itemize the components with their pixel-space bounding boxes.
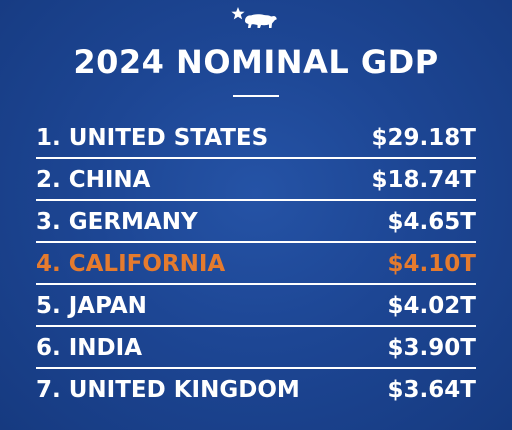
gdp-value: $4.02T [387, 293, 476, 319]
table-row: 3. GERMANY $4.65T [36, 201, 476, 243]
star-icon [231, 7, 245, 20]
gdp-value: $3.64T [387, 377, 476, 403]
country-label: 4. CALIFORNIA [36, 251, 226, 277]
country-label: 7. UNITED KINGDOM [36, 377, 300, 403]
gdp-value: $18.74T [371, 167, 476, 193]
gdp-value: $29.18T [371, 125, 476, 151]
gdp-ranking-table: 1. UNITED STATES $29.18T 2. CHINA $18.74T 3.… [36, 117, 476, 411]
table-row: 5. JAPAN $4.02T [36, 285, 476, 327]
country-label: 2. CHINA [36, 167, 151, 193]
country-label: 1. UNITED STATES [36, 125, 269, 151]
gdp-value: $4.10T [387, 251, 476, 277]
gdp-value: $4.65T [387, 209, 476, 235]
title-divider [233, 95, 279, 97]
star-bear-icon [231, 7, 277, 28]
bear-icon [245, 14, 277, 28]
table-row: 2. CHINA $18.74T [36, 159, 476, 201]
table-row: 6. INDIA $3.90T [36, 327, 476, 369]
chart-title: 2024 NOMINAL GDP [73, 43, 439, 81]
country-label: 3. GERMANY [36, 209, 198, 235]
country-label: 5. JAPAN [36, 293, 147, 319]
table-row: 1. UNITED STATES $29.18T [36, 117, 476, 159]
table-row: 4. CALIFORNIA $4.10T [36, 243, 476, 285]
country-label: 6. INDIA [36, 335, 143, 361]
table-row: 7. UNITED KINGDOM $3.64T [36, 369, 476, 411]
gdp-value: $3.90T [387, 335, 476, 361]
